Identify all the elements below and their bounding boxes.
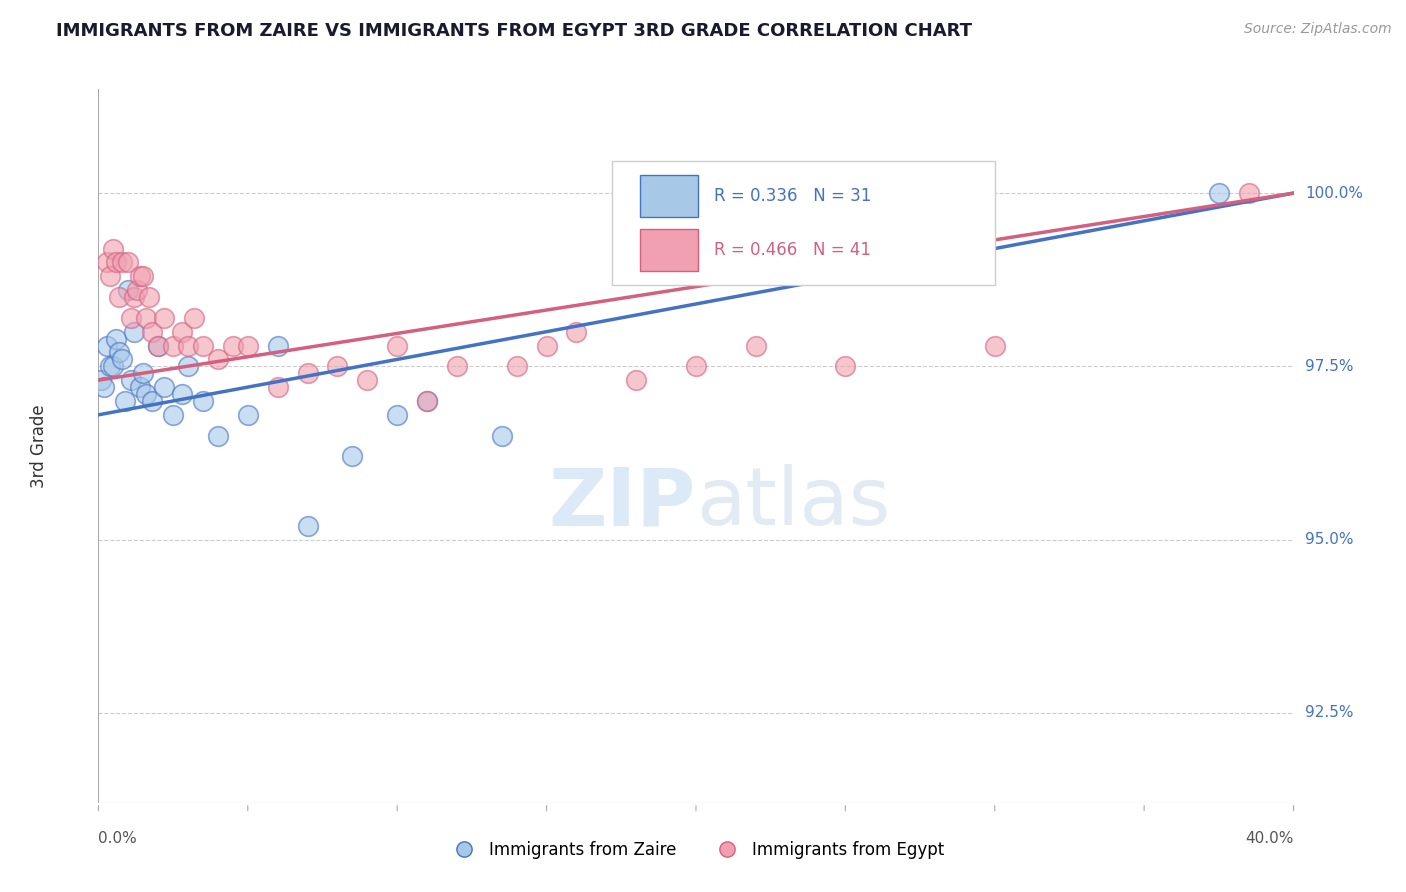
Point xyxy=(685,359,707,374)
Point xyxy=(565,325,588,339)
Text: ZIP: ZIP xyxy=(548,464,696,542)
Point xyxy=(124,290,146,304)
Point xyxy=(191,394,214,409)
Text: R = 0.336   N = 31: R = 0.336 N = 31 xyxy=(714,187,872,205)
Point xyxy=(120,310,142,325)
Point xyxy=(132,269,155,284)
Point xyxy=(356,373,378,387)
Point xyxy=(103,242,125,256)
Point xyxy=(326,359,349,374)
Point xyxy=(105,255,128,269)
Point xyxy=(162,338,184,352)
Point xyxy=(207,428,229,442)
Point xyxy=(207,352,229,367)
Point xyxy=(191,338,214,352)
Point xyxy=(108,290,131,304)
Point xyxy=(120,373,142,387)
Point xyxy=(117,255,139,269)
Point xyxy=(222,338,245,352)
Point xyxy=(93,380,115,394)
Text: 0.0%: 0.0% xyxy=(98,831,138,847)
Point xyxy=(491,428,513,442)
Point xyxy=(90,373,112,387)
Point xyxy=(834,359,856,374)
Point xyxy=(129,380,152,394)
Point xyxy=(172,325,194,339)
Point xyxy=(141,325,163,339)
Point xyxy=(108,345,131,359)
FancyBboxPatch shape xyxy=(612,161,994,285)
Point xyxy=(135,310,157,325)
Point xyxy=(236,408,259,422)
Point xyxy=(297,518,319,533)
Point xyxy=(745,338,768,352)
Point xyxy=(536,338,558,352)
Point xyxy=(98,359,122,374)
Point xyxy=(416,394,439,409)
Point xyxy=(236,338,259,352)
Point xyxy=(342,450,364,464)
Point xyxy=(153,380,176,394)
Point xyxy=(183,310,205,325)
Point xyxy=(446,359,468,374)
Point xyxy=(1208,186,1230,201)
Text: 92.5%: 92.5% xyxy=(1305,706,1354,720)
Text: 40.0%: 40.0% xyxy=(1246,831,1294,847)
Point xyxy=(98,269,122,284)
Point xyxy=(129,269,152,284)
Text: 95.0%: 95.0% xyxy=(1305,532,1354,547)
Text: R = 0.466   N = 41: R = 0.466 N = 41 xyxy=(714,241,870,259)
Point xyxy=(135,387,157,401)
Point xyxy=(138,290,160,304)
Point xyxy=(105,332,128,346)
Point xyxy=(103,359,125,374)
FancyBboxPatch shape xyxy=(640,175,699,218)
Point xyxy=(297,366,319,380)
Point xyxy=(506,359,529,374)
Point xyxy=(148,338,170,352)
Legend: Immigrants from Zaire, Immigrants from Egypt: Immigrants from Zaire, Immigrants from E… xyxy=(441,835,950,866)
Point xyxy=(117,283,139,297)
Point xyxy=(153,310,176,325)
Point xyxy=(96,255,118,269)
Point xyxy=(1237,186,1260,201)
Point xyxy=(124,325,146,339)
Point xyxy=(172,387,194,401)
Text: Source: ZipAtlas.com: Source: ZipAtlas.com xyxy=(1244,22,1392,37)
Point xyxy=(267,338,290,352)
Point xyxy=(114,394,136,409)
Text: IMMIGRANTS FROM ZAIRE VS IMMIGRANTS FROM EGYPT 3RD GRADE CORRELATION CHART: IMMIGRANTS FROM ZAIRE VS IMMIGRANTS FROM… xyxy=(56,22,972,40)
Point xyxy=(96,338,118,352)
Point xyxy=(148,338,170,352)
Point xyxy=(385,338,409,352)
Point xyxy=(416,394,439,409)
FancyBboxPatch shape xyxy=(640,228,699,271)
Text: 3rd Grade: 3rd Grade xyxy=(30,404,48,488)
Text: 97.5%: 97.5% xyxy=(1305,359,1354,374)
Point xyxy=(141,394,163,409)
Point xyxy=(624,373,647,387)
Point xyxy=(177,359,200,374)
Point xyxy=(385,408,409,422)
Point xyxy=(267,380,290,394)
Point xyxy=(983,338,1005,352)
Point xyxy=(127,283,149,297)
Point xyxy=(177,338,200,352)
Text: 100.0%: 100.0% xyxy=(1305,186,1364,201)
Point xyxy=(111,255,134,269)
Point xyxy=(111,352,134,367)
Point xyxy=(162,408,184,422)
Point xyxy=(132,366,155,380)
Text: atlas: atlas xyxy=(696,464,890,542)
